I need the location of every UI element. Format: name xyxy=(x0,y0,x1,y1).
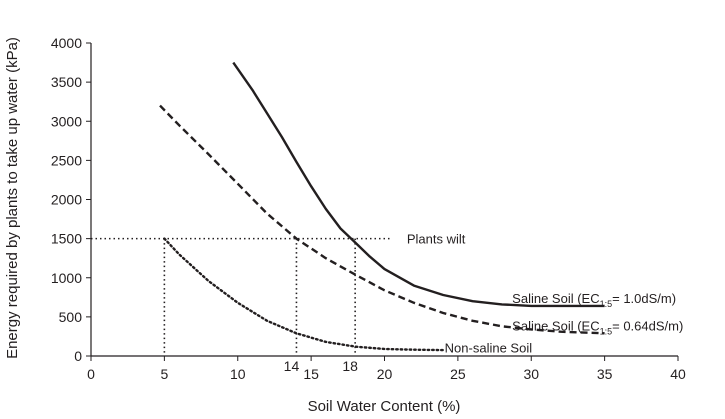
x-tick-label: 40 xyxy=(670,366,686,382)
y-tick-label: 2500 xyxy=(51,152,82,168)
wilt-label: Plants wilt xyxy=(407,232,466,247)
x-tick-label: 15 xyxy=(303,366,319,382)
x-axis-title: Soil Water Content (%) xyxy=(308,398,461,415)
y-tick-label: 4000 xyxy=(51,35,82,51)
y-tick-label: 1000 xyxy=(51,270,82,286)
series-line-2 xyxy=(159,104,605,335)
x-tick-label: 30 xyxy=(523,366,539,382)
x-tick-label: 25 xyxy=(450,366,466,382)
series-line-1 xyxy=(232,61,605,308)
y-tick-label: 2000 xyxy=(51,192,82,208)
x-tick-label: 10 xyxy=(230,366,246,382)
y-tick-label: 3500 xyxy=(51,74,82,90)
series-line-3 xyxy=(163,237,445,352)
x-tick-label: 0 xyxy=(87,366,95,382)
x-tick-label: 35 xyxy=(597,366,613,382)
x-tick-label: 5 xyxy=(160,366,168,382)
y-axis-title: Energy required by plants to take up wat… xyxy=(4,37,21,359)
series-label-1: Saline Soil (EC1:5= 1.0dS/m) xyxy=(512,291,676,309)
x-tick-label: 20 xyxy=(377,366,393,382)
reference-lines: Plants wilt 14 18 xyxy=(91,232,466,374)
annotations: Saline Soil (EC1:5= 1.0dS/m) Saline Soil … xyxy=(445,291,684,355)
drop-value-label: 14 xyxy=(284,358,300,374)
y-tick-label: 1500 xyxy=(51,231,82,247)
y-tick-label: 500 xyxy=(59,309,83,325)
series-label-2: Saline Soil (EC1:5= 0.64dS/m) xyxy=(512,318,683,336)
drop-value-label: 18 xyxy=(342,358,358,374)
y-tick-label: 0 xyxy=(74,348,82,364)
y-tick-label: 3000 xyxy=(51,113,82,129)
axes: 0 500 1000 1500 2000 2500 3000 3500 4000 0 5 10 15 20… xyxy=(51,35,686,382)
series-lines xyxy=(159,61,605,352)
series-label-3: Non-saline Soil xyxy=(445,340,533,355)
